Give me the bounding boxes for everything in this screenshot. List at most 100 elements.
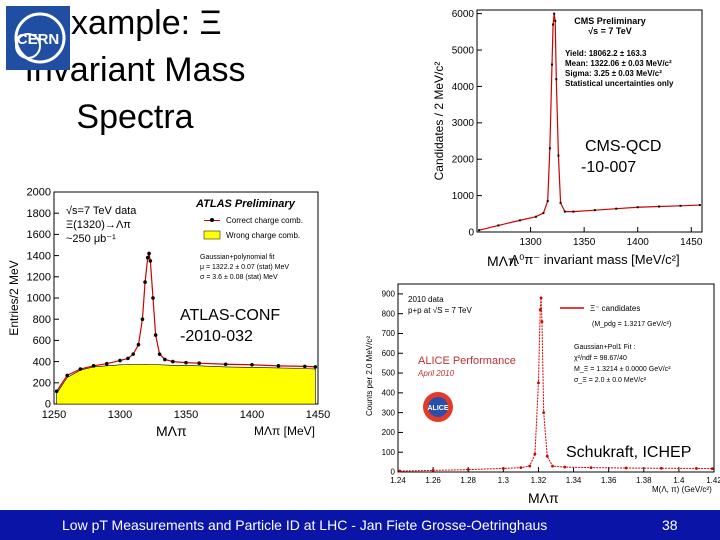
alice-legend-1: Ξ⁻ candidates — [590, 304, 640, 313]
alice-fit-text-4: σ_Ξ = 2.0 ± 0.0 MeV/c² — [574, 377, 647, 384]
atlas-data-point — [148, 259, 153, 263]
alice-xlabel: M(Λ, π) (GeV/c²) — [652, 485, 712, 494]
footer-text: Low pT Measurements and Particle ID at L… — [62, 517, 548, 533]
atlas-data-point — [157, 352, 162, 356]
atlas-xtick-label: 1250 — [42, 409, 66, 421]
cms-mass-label: MΛπ — [487, 253, 518, 269]
alice-title: ALICE Performance — [418, 355, 516, 367]
alice-ytick-label: 200 — [382, 428, 396, 437]
alice-data-point — [545, 454, 549, 458]
atlas-data-point — [136, 342, 141, 347]
atlas-text-2: Ξ(1320)→Λπ — [66, 219, 131, 231]
alice-ytick-label: 600 — [382, 349, 396, 358]
slide-title: Example: Ξ Invariant Mass Spectra — [0, 0, 270, 141]
alice-xtick-label: 1.26 — [425, 476, 441, 485]
atlas-legend-correct: Correct charge comb. — [226, 216, 303, 225]
alice-fit-text-2: χ²/ndf = 98.67/40 — [574, 355, 627, 362]
alice-xtick-label: 1.32 — [531, 476, 547, 485]
alice-data-point — [533, 452, 537, 456]
alice-data-point — [528, 464, 532, 468]
cms-title: CMS Preliminary — [574, 16, 646, 26]
cms-ytick-label: 4000 — [452, 82, 475, 93]
cms-data-point — [636, 206, 639, 209]
cms-data-point — [572, 210, 575, 213]
atlas-ytick-label: 1000 — [27, 293, 51, 305]
atlas-ref-line-1: ATLAS-CONF — [180, 307, 280, 324]
cms-xtick-label: 1300 — [519, 237, 542, 248]
cms-data-point — [552, 23, 555, 26]
svg-text:ALICE: ALICE — [428, 405, 449, 412]
alice-data-point — [501, 467, 505, 470]
cms-data-point — [698, 204, 701, 207]
atlas-mass-label: MΛπ — [156, 423, 187, 439]
alice-data-point — [542, 411, 546, 415]
alice-fit-text-3: M_Ξ = 1.3214 ± 0.0000 GeV/c² — [574, 366, 671, 373]
cms-data-point — [542, 212, 545, 215]
alice-data-point — [589, 466, 593, 470]
cms-reference: CMS-QCD -10-007 — [581, 138, 666, 176]
atlas-text-3: ~250 μb⁻¹ — [66, 233, 116, 245]
alice-text-2: p+p at √S = 7 TeV — [408, 306, 473, 315]
cms-data-point — [658, 205, 661, 208]
alice-fit-line — [399, 297, 713, 472]
cms-xtick-label: 1450 — [680, 237, 703, 248]
cms-ref-line-1: CMS-QCD — [585, 138, 661, 155]
cms-subtitle: √s = 7 TeV — [588, 26, 632, 36]
alice-xtick-label: 1.24 — [390, 476, 406, 485]
atlas-data-point — [147, 251, 151, 256]
alice-data-point — [563, 465, 567, 469]
atlas-data-point — [78, 367, 83, 371]
alice-data-point — [398, 469, 402, 473]
alice-data-point — [659, 466, 663, 470]
cms-data-point — [551, 63, 553, 66]
cms-data-point — [557, 154, 560, 157]
alice-data-point — [537, 381, 540, 385]
atlas-ytick-label: 1200 — [27, 271, 51, 283]
atlas-title: ATLAS Preliminary — [195, 198, 296, 210]
atlas-data-point — [145, 255, 150, 260]
alice-xtick-label: 1.34 — [566, 476, 582, 485]
atlas-ytick-label: 600 — [33, 335, 51, 347]
cms-fit-line — [478, 13, 700, 231]
atlas-fit-text-3: σ = 3.6 ± 0.08 (stat) MeV — [200, 274, 278, 281]
cms-data-point — [554, 19, 557, 22]
atlas-ref-line-2: -2010-032 — [180, 328, 253, 345]
alice-xtick-label: 1.28 — [460, 476, 476, 485]
atlas-ytick-label: 1400 — [27, 250, 51, 262]
title-line-1: Example: Ξ — [48, 4, 222, 42]
cms-ref-line-2: -10-007 — [581, 159, 636, 176]
alice-ytick-label: 400 — [382, 389, 396, 398]
cms-data-point — [518, 219, 521, 222]
cms-ytick-label: 0 — [468, 227, 474, 238]
cms-ytick-label: 3000 — [452, 118, 475, 129]
alice-xtick-label: 1.38 — [636, 476, 652, 485]
atlas-ytick-label: 0 — [45, 399, 51, 411]
cms-ylabel: Candidates / 2 MeV/c² — [432, 62, 446, 181]
atlas-xtick-label: 1300 — [108, 409, 132, 421]
atlas-data-point — [276, 364, 281, 368]
alice-data-point — [540, 320, 544, 323]
atlas-data-point — [105, 361, 109, 366]
alice-data-point — [695, 467, 698, 470]
alice-text-1: 2010 data — [408, 295, 444, 304]
atlas-ytick-label: 800 — [33, 314, 51, 326]
cms-fit-text-1: Yield: 18062.2 ± 163.3 — [565, 49, 647, 58]
alice-ylabel: Counts per 2.0 MeV/c² — [365, 336, 374, 416]
atlas-xtick-label: 1450 — [306, 409, 330, 421]
alice-ytick-label: 300 — [382, 408, 396, 417]
alice-logo: ALICE — [423, 392, 453, 422]
atlas-data-point — [163, 357, 167, 362]
cms-xlabel: Λ⁰π⁻ invariant mass [MeV/c²] — [510, 252, 679, 267]
cms-data-point — [593, 209, 596, 212]
alice-data-point — [466, 468, 470, 472]
atlas-data-point — [171, 359, 175, 364]
cms-data-point — [615, 207, 618, 210]
atlas-ytick-label: 1600 — [27, 229, 51, 241]
alice-data-point — [519, 466, 523, 470]
atlas-data-point — [54, 389, 59, 394]
cms-chart: 0 1000 2000 3000 4000 5000 6000 1300 1350 1400 14… — [425, 2, 715, 272]
atlas-data-point — [118, 358, 122, 363]
atlas-xtick-label: 1350 — [174, 409, 198, 421]
cms-xtick-label: 1350 — [573, 237, 596, 248]
cms-data-point — [563, 210, 566, 213]
